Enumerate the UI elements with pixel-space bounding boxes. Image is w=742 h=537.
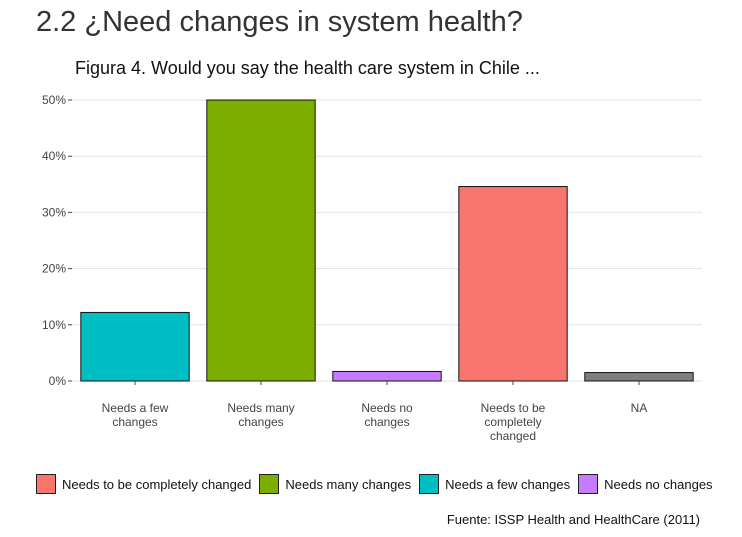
x-tick-label: Needs no changes — [361, 401, 413, 429]
legend-label: Needs many changes — [285, 476, 412, 492]
bar — [80, 311, 190, 382]
source-caption: Fuente: ISSP Health and HealthCare (2011… — [446, 512, 700, 527]
bar-chart: 0%10%20%30%40%50% Needs a few changesNeed… — [42, 93, 702, 443]
y-tick-label: 10% — [42, 318, 66, 332]
x-tick-label: NA — [631, 401, 648, 415]
bar — [206, 99, 316, 382]
bar — [458, 186, 568, 382]
bars — [80, 99, 694, 382]
legend-label: Needs to be completely changed — [62, 476, 252, 492]
bar — [332, 370, 442, 382]
legend-item: Needs many changes — [259, 474, 411, 494]
legend-item: Needs to be completely changed — [36, 474, 251, 494]
page-title: 2.2 ¿Need changes in system health? — [36, 6, 523, 38]
legend-label: Needs a few changes — [445, 476, 571, 492]
y-tick-label: 50% — [42, 93, 66, 107]
legend-item: Needs a few changes — [419, 474, 570, 494]
y-tick-label: 40% — [42, 149, 66, 163]
chart-title: Figura 4. Would you say the health care … — [75, 58, 540, 78]
legend-swatch — [36, 474, 56, 494]
legend-item: Needs no changes — [578, 474, 713, 494]
bar — [584, 372, 694, 382]
y-tick-label: 20% — [42, 262, 66, 276]
x-tick-label: Needs a few changes — [102, 401, 169, 429]
legend-label: Needs no changes — [604, 476, 713, 492]
legend: Needs to be completely changed Needs many… — [36, 474, 721, 494]
legend-swatch — [259, 474, 280, 494]
legend-swatch — [578, 474, 599, 494]
x-tick-label: Needs to be completely changed — [481, 401, 546, 443]
y-axis-ticks: 0% 10% 20% 30% 40% 50% — [42, 93, 72, 388]
y-tick-label: 30% — [42, 205, 66, 219]
x-tick-label: Needs many changes — [227, 401, 294, 429]
y-tick-label: 0% — [49, 374, 67, 388]
x-axis-ticks: Needs a few changes Needs many changes Needs… — [102, 381, 648, 443]
legend-swatch — [419, 474, 440, 494]
